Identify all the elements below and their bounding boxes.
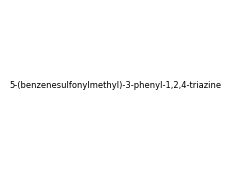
Text: 5-(benzenesulfonylmethyl)-3-phenyl-1,2,4-triazine: 5-(benzenesulfonylmethyl)-3-phenyl-1,2,4… bbox=[9, 81, 222, 90]
